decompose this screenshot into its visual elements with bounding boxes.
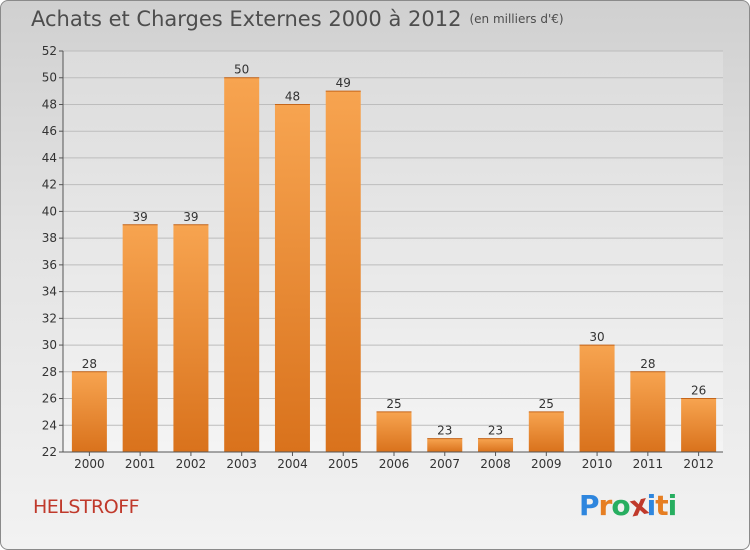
logo-letter: o xyxy=(611,489,630,522)
x-tick-label: 2012 xyxy=(683,457,714,471)
bar xyxy=(122,224,158,452)
y-tick-label: 34 xyxy=(42,285,57,299)
logo-letter: P xyxy=(579,489,600,522)
chart-title: Achats et Charges Externes 2000 à 2012 (e… xyxy=(31,7,564,31)
bar xyxy=(224,77,260,452)
x-tick-label: 2010 xyxy=(582,457,613,471)
proxiti-logo: Proxiti xyxy=(579,488,678,524)
y-tick-label: 52 xyxy=(42,44,57,58)
bar-value-label: 39 xyxy=(183,210,198,224)
bar xyxy=(173,224,209,452)
y-tick-label: 24 xyxy=(42,418,57,432)
logo-letter: i xyxy=(646,489,657,522)
y-tick-label: 40 xyxy=(42,204,57,218)
x-tick-label: 2003 xyxy=(226,457,257,471)
x-tick-label: 2009 xyxy=(531,457,562,471)
bar xyxy=(71,371,107,452)
bar-value-label: 49 xyxy=(336,76,351,90)
bar-value-label: 30 xyxy=(589,330,604,344)
x-tick-label: 2001 xyxy=(125,457,156,471)
bar xyxy=(325,91,361,452)
bar-value-label: 39 xyxy=(133,210,148,224)
bar-value-label: 26 xyxy=(691,384,706,398)
bar xyxy=(478,438,514,452)
bar xyxy=(274,104,310,452)
y-tick-label: 44 xyxy=(42,151,57,165)
commune-name: HELSTROFF xyxy=(33,496,140,518)
bar-value-label: 28 xyxy=(640,357,655,371)
y-tick-label: 22 xyxy=(42,445,57,459)
x-tick-label: 2005 xyxy=(328,457,359,471)
bar xyxy=(579,345,615,452)
bar xyxy=(528,411,564,452)
y-tick-label: 46 xyxy=(42,124,57,138)
chart-title-text: Achats et Charges Externes 2000 à 2012 xyxy=(31,7,462,31)
logo-letter: i xyxy=(667,489,678,522)
bar-value-label: 28 xyxy=(82,357,97,371)
bar xyxy=(681,398,717,452)
x-tick-label: 2000 xyxy=(74,457,105,471)
logo-letter: r xyxy=(598,489,613,522)
y-tick-label: 28 xyxy=(42,365,57,379)
bar-value-label: 48 xyxy=(285,89,300,103)
bar xyxy=(376,411,412,452)
axes: 22 24 26 28 30 32 34 36 38 40 42 44 46 48 50 52 2000 2001… xyxy=(42,44,723,471)
bars: 28 39 39 50 48 49 25 23 23 25 30 28 26 xyxy=(71,63,717,452)
x-tick-label: 2011 xyxy=(633,457,664,471)
x-tick-label: 2002 xyxy=(176,457,207,471)
y-tick-label: 50 xyxy=(42,71,57,85)
bar xyxy=(630,371,666,452)
bar-value-label: 23 xyxy=(488,424,503,438)
bar-value-label: 25 xyxy=(386,397,401,411)
x-tick-label: 2008 xyxy=(480,457,511,471)
y-tick-label: 26 xyxy=(42,392,57,406)
x-tick-label: 2007 xyxy=(429,457,460,471)
y-tick-label: 30 xyxy=(42,338,57,352)
y-tick-label: 38 xyxy=(42,231,57,245)
y-tick-label: 48 xyxy=(42,97,57,111)
bar-value-label: 23 xyxy=(437,424,452,438)
y-tick-label: 32 xyxy=(42,311,57,325)
y-tick-label: 42 xyxy=(42,178,57,192)
plot-area xyxy=(63,51,723,452)
unit-note: (en milliers d'€) xyxy=(469,12,564,26)
x-tick-label: 2004 xyxy=(277,457,308,471)
x-tick-label: 2006 xyxy=(379,457,410,471)
bar-value-label: 50 xyxy=(234,63,249,77)
bar-value-label: 25 xyxy=(539,397,554,411)
y-tick-label: 36 xyxy=(42,258,57,272)
logo-letter: t xyxy=(655,489,668,522)
bar xyxy=(427,438,463,452)
